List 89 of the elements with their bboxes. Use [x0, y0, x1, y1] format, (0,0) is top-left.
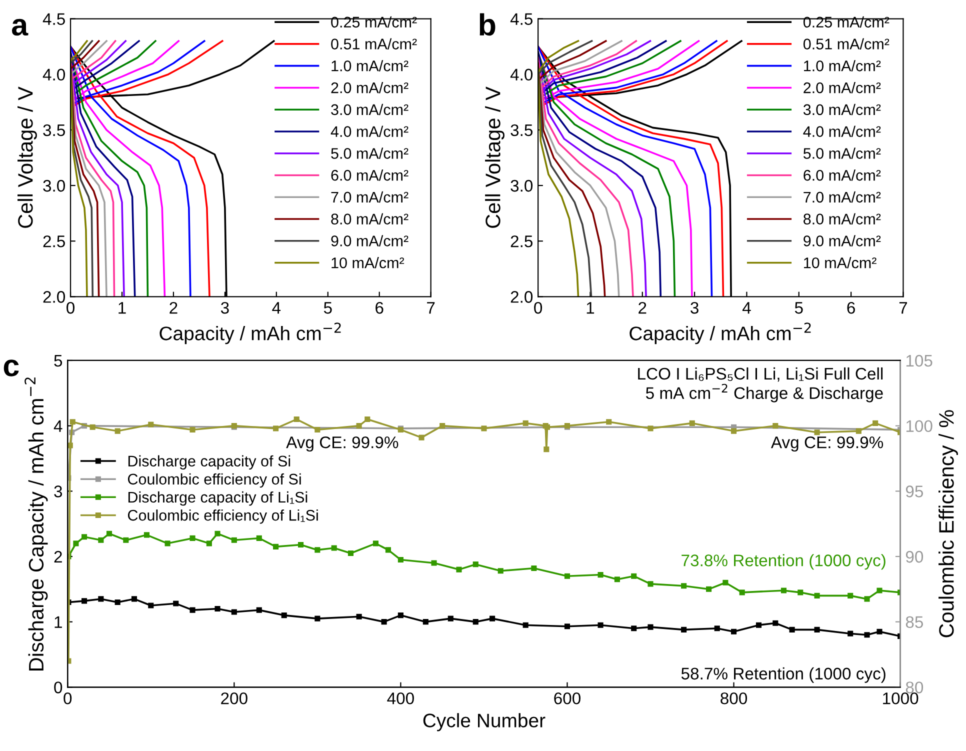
x-axis-title: Cycle Number [423, 713, 546, 732]
y-tick-label: 2 [54, 550, 62, 563]
x-tick-label: 7 [427, 302, 435, 314]
legend-label: 2.0 mA/cm² [804, 82, 881, 94]
x-tick-label: 6 [376, 302, 384, 314]
legend-label: 7.0 mA/cm² [804, 191, 881, 203]
y-tick-label: 3.0 [43, 180, 66, 192]
x-tick-label: 3 [220, 302, 229, 314]
y-tick-label: 1 [54, 616, 62, 628]
y2-tick-label: 85 [906, 616, 924, 628]
legend-label: 10 mA/cm² [804, 257, 876, 268]
legend-label: 5.0 mA/cm² [331, 148, 408, 159]
x-tick-label: 3 [690, 302, 698, 314]
legend-label: 0.51 mA/cm² [331, 38, 417, 50]
x-tick-label: 5 [794, 302, 803, 314]
y2-tick-label: 90 [906, 550, 924, 563]
legend-label: 10 mA/cm² [332, 257, 404, 268]
legend-label: 0.51 mA/cm² [803, 38, 890, 50]
x-tick-label: 7 [899, 302, 908, 314]
y-tick-label: 3.0 [510, 180, 533, 192]
x-tick-label: 4 [272, 302, 281, 314]
y-tick-label: 4.5 [510, 13, 533, 25]
legend-label: 7.0 mA/cm² [331, 191, 408, 203]
y-axis-title: Cell Voltage / V [485, 86, 504, 228]
legend-label: 8.0 mA/cm² [331, 213, 408, 224]
legend-label: 0.25 mA/cm² [331, 16, 417, 28]
y-tick-label: 2.0 [510, 291, 533, 303]
chart-title: a [12, 18, 28, 36]
legend-label: 3.0 mA/cm² [331, 104, 408, 116]
x-tick-label: 800 [720, 692, 748, 704]
legend-label: Coulombic efficiency of Li₁Si [128, 509, 318, 524]
y-tick-label: 2.0 [43, 291, 66, 303]
x-tick-label: 2 [170, 302, 178, 314]
y-tick-label: 5 [54, 355, 62, 367]
y-tick-label: 0 [54, 682, 62, 694]
x-axis-title: Capacity / mAh cm$^{−2}$ [630, 322, 811, 344]
y-tick-label: 2.5 [510, 235, 533, 248]
annotation: Avg CE: 99.9% [770, 436, 884, 452]
legend-label: 2.0 mA/cm² [331, 82, 408, 94]
y-axis-title: Discharge Capacity / mAh cm$^{−2}$ [24, 378, 48, 670]
legend-label: 6.0 mA/cm² [331, 170, 408, 181]
y-tick-label: 4.5 [42, 13, 65, 25]
y-tick-label: 3 [54, 486, 62, 498]
y2-tick-label: 100 [906, 420, 932, 432]
annotation: Avg CE: 99.9% [286, 436, 398, 452]
annotation: 5 mA cm$^{−2}$ Charge & Discharge [646, 384, 883, 402]
y2-tick-label: 95 [906, 486, 924, 498]
chart-title: c [4, 360, 19, 376]
x-tick-label: 0 [534, 302, 542, 314]
y2-tick-label: 80 [906, 682, 924, 694]
y2-axis-title: Coulombic Efficiency / % [938, 410, 958, 638]
y-tick-label: 3.5 [43, 124, 65, 136]
x-tick-label: 1 [118, 302, 126, 314]
legend-label: 4.0 mA/cm² [803, 126, 881, 137]
legend-label: 1.0 mA/cm² [332, 60, 408, 72]
x-tick-label: 6 [847, 302, 855, 314]
x-tick-label: 2 [638, 302, 646, 314]
y-axis-title: Cell Voltage / V [18, 86, 37, 228]
legend-label: 6.0 mA/cm² [804, 170, 881, 181]
x-tick-label: 200 [221, 692, 248, 704]
legend-label: Coulombic efficiency of Si [128, 473, 301, 488]
y-tick-label: 4 [54, 420, 62, 432]
chart-title: b [480, 13, 496, 36]
legend-label: 9.0 mA/cm² [804, 235, 881, 246]
legend-label: 3.0 mA/cm² [803, 104, 881, 116]
x-tick-label: 0 [66, 302, 74, 314]
x-axis-title: Capacity / mAh cm$^{−2}$ [160, 322, 341, 344]
x-tick-label: 600 [554, 692, 580, 704]
legend-label: 8.0 mA/cm² [804, 213, 881, 224]
annotation: LCO I Li₆PS₅Cl I Li, Li₁Si Full Cell [638, 367, 883, 382]
y2-tick-label: 105 [906, 354, 932, 367]
x-tick-label: 4 [742, 302, 751, 314]
legend-label: Discharge capacity of Li₁Si [128, 491, 308, 506]
legend-label: 1.0 mA/cm² [804, 60, 881, 72]
legend-label: 4.0 mA/cm² [330, 126, 408, 137]
x-tick-label: 5 [324, 302, 332, 314]
y-tick-label: 3.5 [510, 124, 533, 136]
y-tick-label: 2.5 [43, 235, 65, 248]
y-tick-label: 4.0 [510, 68, 533, 81]
legend-label: 9.0 mA/cm² [331, 235, 408, 246]
legend-label: Discharge capacity of Si [128, 455, 290, 470]
x-tick-label: 400 [387, 692, 414, 704]
x-tick-label: 1000 [883, 692, 918, 704]
legend-label: 0.25 mA/cm² [803, 16, 890, 28]
legend-label: 5.0 mA/cm² [803, 148, 881, 159]
annotation: 73.8% Retention (1000 cyc) [682, 554, 886, 570]
annotation: 58.7% Retention (1000 cyc) [681, 667, 886, 683]
y-tick-label: 4.0 [42, 68, 66, 81]
x-tick-label: 1 [586, 302, 594, 314]
